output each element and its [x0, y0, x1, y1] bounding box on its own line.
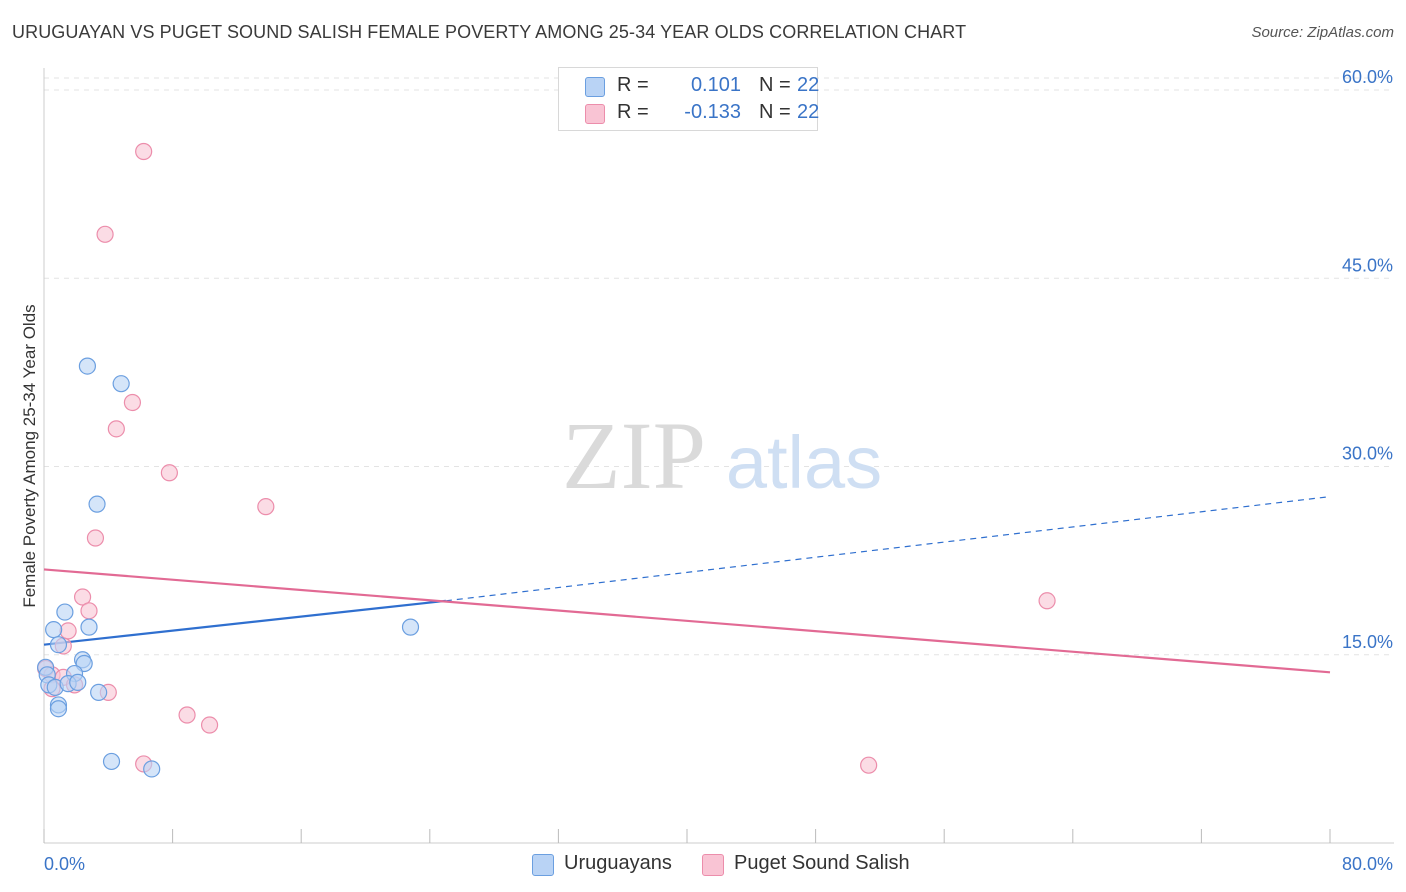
tick-label-layer: 15.0% 30.0% 45.0% 60.0% 0.0% 80.0%	[44, 67, 1393, 874]
point-puget-sound-salish	[135, 142, 153, 161]
point-puget-sound-salish	[1038, 592, 1056, 610]
trend-line-uruguayans-extension	[445, 496, 1331, 602]
legend-r-label: R =	[617, 74, 649, 96]
point-uruguayans	[49, 700, 68, 718]
point-uruguayans	[401, 618, 420, 636]
legend-r-label: R =	[617, 101, 649, 123]
trend-layer	[43, 496, 1331, 674]
watermark-zip: ZIP	[562, 402, 706, 509]
legend-label-uruguayans: Uruguayans	[564, 852, 672, 874]
point-uruguayans	[102, 752, 121, 771]
x-tick-label-min: 0.0%	[44, 854, 85, 874]
point-puget-sound-salish	[59, 622, 77, 640]
legend-n-label: N =	[759, 74, 791, 96]
y-tick-label: 60.0%	[1342, 67, 1393, 87]
y-tick-label: 15.0%	[1342, 632, 1393, 652]
point-layer	[37, 142, 1056, 778]
point-puget-sound-salish	[860, 756, 878, 774]
x-tick-label-max: 80.0%	[1342, 854, 1393, 874]
point-uruguayans	[112, 375, 130, 393]
point-puget-sound-salish	[178, 706, 196, 724]
y-axis-label: Female Poverty Among 25-34 Year Olds	[20, 304, 39, 608]
legend-r-value: -0.133	[684, 101, 741, 123]
point-uruguayans	[78, 357, 97, 375]
trend-line-puget-sound-salish	[43, 568, 1331, 674]
point-puget-sound-salish	[123, 393, 142, 412]
legend-swatch-blue	[585, 77, 605, 97]
point-puget-sound-salish	[257, 498, 275, 516]
legend-swatch-uruguayans	[532, 854, 554, 876]
point-uruguayans	[45, 621, 63, 639]
legend-swatch-puget-sound-salish	[702, 854, 724, 876]
point-puget-sound-salish	[96, 225, 114, 243]
point-puget-sound-salish	[160, 464, 178, 482]
watermark-atlas: atlas	[726, 421, 882, 504]
point-uruguayans	[90, 683, 108, 702]
point-uruguayans	[56, 603, 74, 621]
trend-line-uruguayans	[43, 599, 446, 646]
point-puget-sound-salish	[86, 529, 105, 547]
y-tick-label: 45.0%	[1342, 255, 1393, 275]
correlation-legend: R = 0.101 N = 22 R = -0.133 N = 22	[558, 67, 820, 131]
point-puget-sound-salish	[107, 420, 125, 438]
legend-label-puget-sound-salish: Puget Sound Salish	[734, 852, 910, 874]
point-puget-sound-salish	[200, 716, 219, 734]
point-uruguayans	[88, 495, 106, 513]
point-uruguayans	[69, 673, 87, 691]
point-uruguayans	[49, 636, 68, 654]
legend-n-label: N =	[759, 101, 791, 123]
legend-n-value: 22	[797, 74, 820, 96]
point-uruguayans	[143, 760, 161, 778]
legend-r-value: 0.101	[690, 74, 741, 96]
legend-swatch-pink	[585, 104, 605, 124]
axis-layer	[43, 68, 1394, 844]
source-label: Source: ZipAtlas.com	[1251, 24, 1394, 41]
watermark: ZIP atlas	[562, 402, 882, 509]
point-puget-sound-salish	[80, 602, 98, 620]
y-tick-label: 30.0%	[1342, 444, 1393, 464]
point-uruguayans	[80, 618, 98, 636]
legend-n-value: 22	[797, 101, 820, 123]
chart-title: URUGUAYAN VS PUGET SOUND SALISH FEMALE P…	[12, 22, 967, 42]
point-puget-sound-salish	[73, 588, 92, 606]
